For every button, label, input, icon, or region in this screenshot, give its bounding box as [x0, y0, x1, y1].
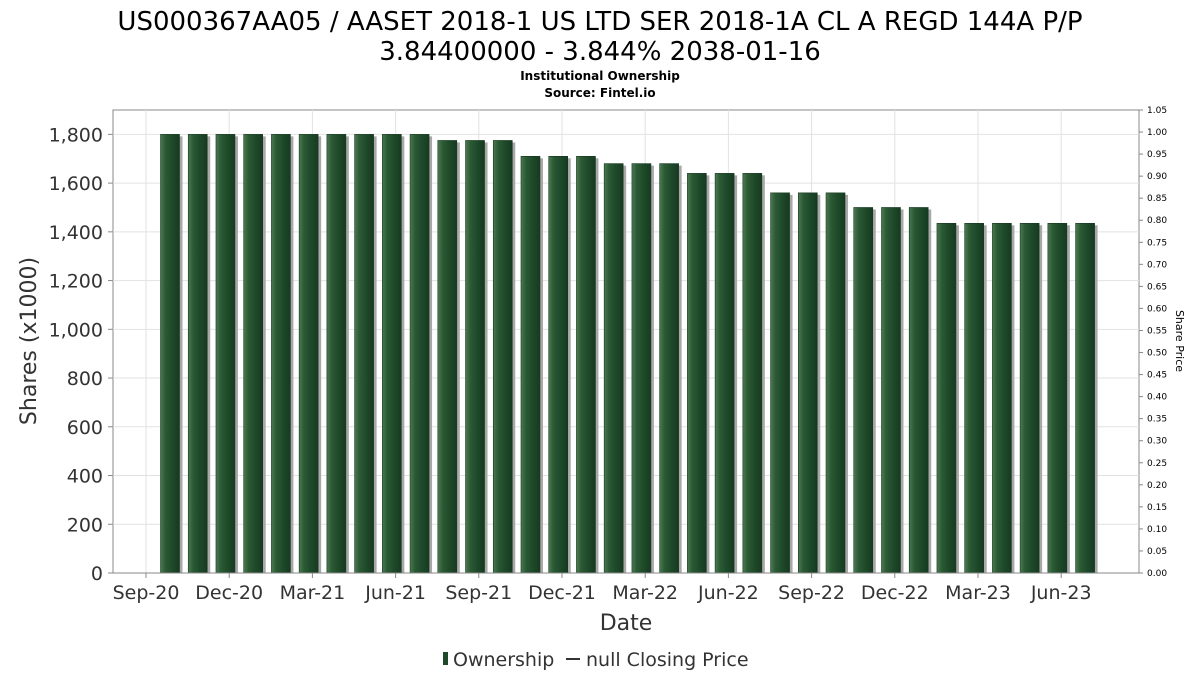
y2-tick-label: 0.55	[1147, 326, 1167, 336]
ownership-bar	[659, 163, 679, 574]
x-axis-label: Date	[600, 611, 653, 636]
ownership-bar	[354, 134, 374, 574]
y2-axis: 0.00 0.05 0.10 0.15 0.20 0.25 0.30 0.35 0.40 0.45…	[1139, 106, 1167, 579]
ownership-bar	[576, 156, 596, 574]
y2-tick-label: 1.05	[1147, 106, 1167, 116]
y-tick-label: 0	[91, 563, 103, 585]
x-tick-label: Jun-23	[1030, 582, 1092, 604]
y-tick-label: 800	[67, 368, 103, 390]
ownership-bar	[409, 134, 430, 574]
y2-tick-label: 0.15	[1147, 503, 1167, 513]
y2-tick-label: 0.65	[1147, 282, 1167, 292]
y2-tick-label: 0.50	[1147, 349, 1167, 359]
y2-tick-label: 0.05	[1147, 547, 1167, 557]
ownership-bar	[298, 134, 319, 574]
y-tick-label: 1,800	[49, 124, 103, 146]
y2-tick-label: 0.90	[1147, 172, 1167, 182]
y2-tick-label: 0.10	[1147, 525, 1167, 535]
x-tick-label: Jun-21	[364, 582, 426, 604]
ownership-bar	[326, 134, 347, 574]
x-tick-label: Dec-20	[195, 582, 263, 604]
ownership-bar	[825, 192, 846, 574]
y2-tick-label: 0.35	[1147, 415, 1167, 425]
y-tick-label: 400	[67, 466, 103, 488]
x-tick-label: Sep-22	[778, 582, 845, 604]
ownership-bar	[936, 223, 957, 574]
x-tick-label: Mar-23	[945, 582, 1011, 604]
ownership-bar	[548, 156, 569, 574]
ownership-bar	[243, 134, 263, 574]
y-tick-label: 1,200	[49, 271, 103, 293]
y-axis-label: Shares (x1000)	[17, 257, 42, 425]
y-tick-label: 200	[67, 514, 103, 536]
y2-tick-label: 0.80	[1147, 216, 1167, 226]
ownership-bar	[437, 140, 458, 574]
y2-tick-label: 0.95	[1147, 150, 1167, 160]
y2-tick-label: 0.70	[1147, 260, 1167, 270]
x-tick-label: Sep-20	[113, 582, 180, 604]
y-tick-label: 1,000	[49, 319, 103, 341]
y-axis: 0 200 400 600 800 1,000 1,200 1,400 1,600 1,800	[49, 124, 113, 585]
y2-tick-label: 0.85	[1147, 194, 1167, 204]
ownership-bar	[271, 134, 291, 574]
ownership-bar	[742, 173, 763, 574]
ownership-bar	[631, 163, 652, 574]
y2-tick-label: 0.60	[1147, 304, 1167, 314]
ownership-bar	[1075, 223, 1095, 574]
ownership-bar	[1047, 223, 1068, 574]
x-tick-label: Dec-22	[861, 582, 929, 604]
chart-subtitle-line2: Source: Fintel.io	[544, 86, 655, 100]
ownership-bar	[465, 140, 485, 574]
x-tick-label: Dec-21	[528, 582, 596, 604]
legend-ownership-swatch	[443, 652, 448, 665]
ownership-bar	[714, 173, 735, 574]
ownership-bar	[687, 173, 707, 574]
y-tick-label: 1,600	[49, 173, 103, 195]
y2-tick-label: 0.75	[1147, 238, 1167, 248]
y2-tick-label: 0.45	[1147, 371, 1167, 381]
y-tick-label: 600	[67, 417, 103, 439]
ownership-bar	[215, 134, 236, 574]
x-axis: Sep-20 Dec-20 Mar-21 Jun-21 Sep-21 Dec-21 Mar-…	[113, 572, 1139, 604]
ownership-bar	[187, 134, 208, 574]
ownership-bar	[881, 207, 901, 574]
bars-layer	[160, 134, 1098, 574]
ownership-bar	[853, 207, 874, 574]
x-tick-label: Mar-22	[612, 582, 678, 604]
ownership-bar	[520, 156, 541, 574]
ownership-bar	[770, 192, 790, 574]
y2-tick-label: 0.25	[1147, 459, 1167, 469]
x-tick-label: Mar-21	[280, 582, 346, 604]
ownership-bar	[492, 140, 513, 574]
chart-subtitle-line1: Institutional Ownership	[520, 69, 680, 83]
legend-closing-price-label: null Closing Price	[586, 649, 749, 671]
ownership-bar	[160, 134, 180, 574]
y2-axis-label: Share Price	[1173, 310, 1186, 372]
chart-title-line2: 3.84400000 - 3.844% 2038-01-16	[379, 37, 821, 67]
ownership-bar	[382, 134, 402, 574]
y2-tick-label: 0.20	[1147, 481, 1167, 491]
y2-tick-label: 1.00	[1147, 128, 1167, 138]
y2-tick-label: 0.00	[1147, 569, 1167, 579]
y2-tick-label: 0.30	[1147, 437, 1167, 447]
ownership-bar	[1019, 223, 1040, 574]
x-tick-label: Sep-21	[445, 582, 512, 604]
ownership-bar	[797, 192, 818, 574]
ownership-bar	[992, 223, 1012, 574]
y2-tick-label: 0.40	[1147, 393, 1167, 403]
x-tick-label: Jun-22	[697, 582, 759, 604]
legend-ownership-label: Ownership	[453, 649, 554, 671]
chart-title-line1: US000367AA05 / AASET 2018-1 US LTD SER 2…	[117, 7, 1082, 37]
ownership-bar	[603, 163, 624, 574]
ownership-bar	[908, 207, 929, 574]
legend: Ownership null Closing Price	[443, 649, 749, 671]
ownership-bar	[964, 223, 984, 574]
y-tick-label: 1,400	[49, 222, 103, 244]
